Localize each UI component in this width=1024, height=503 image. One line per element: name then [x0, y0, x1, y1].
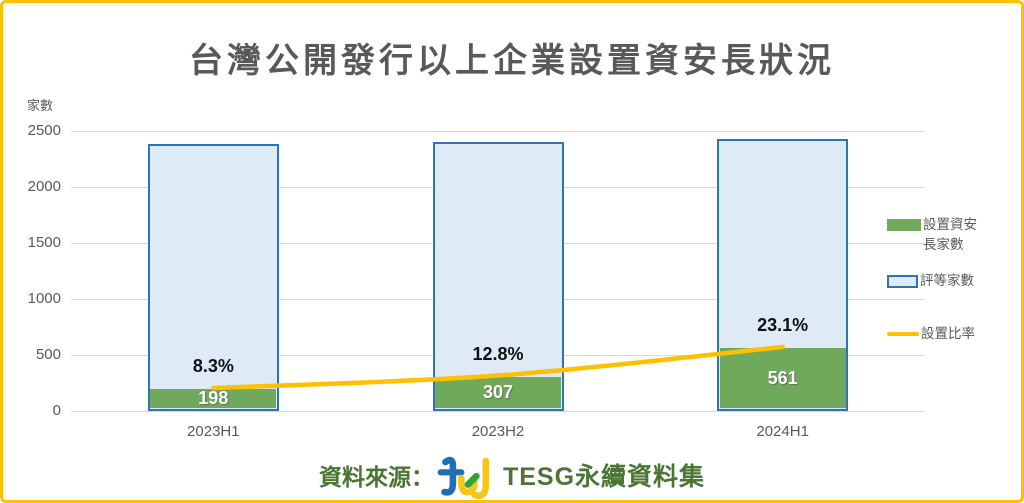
y-axis-tick-label: 2000	[27, 178, 61, 195]
y-axis-tick-label: 1000	[27, 290, 61, 307]
ratio-value-label: 8.3%	[192, 355, 234, 376]
ratio-value-label: 23.1%	[757, 315, 809, 336]
legend-label: 評等家數	[920, 273, 974, 288]
source-prefix: 資料來源：	[318, 464, 434, 490]
y-axis-tick-label: 1500	[27, 234, 61, 251]
chart-title: 台灣公開發行以上企業設置資安長狀況	[189, 42, 835, 80]
bar-value-label: 198	[198, 388, 229, 409]
legend-item-ciso-count: 設置資安長家數	[887, 215, 981, 256]
y-axis-tick-label: 2500	[27, 122, 61, 139]
y-axis-unit-label: 家數	[27, 98, 54, 113]
x-axis-tick-label: 2023H2	[471, 423, 525, 440]
legend-item-rated-count: 評等家數	[887, 271, 974, 291]
legend-label: 設置資安長家數	[923, 217, 977, 253]
bar-ciso-companies: 307	[435, 376, 561, 409]
y-axis-tick-label: 500	[35, 346, 61, 363]
bar-ciso-companies: 561	[719, 348, 846, 409]
legend-item-ratio: 設置比率	[887, 324, 975, 344]
legend: 設置資安長家數 評等家數 設置比率	[887, 3, 1021, 500]
ratio-value-label: 12.8%	[472, 343, 524, 364]
x-axis-tick-label: 2024H1	[756, 423, 809, 440]
legend-label: 設置比率	[921, 326, 975, 341]
source-line: 資料來源： TESG永續資料集	[3, 449, 1021, 500]
gridline	[71, 411, 925, 412]
y-axis-tick-label: 0	[52, 402, 61, 419]
bar-value-label: 561	[767, 367, 798, 388]
blue-bar-swatch-icon	[887, 274, 918, 288]
green-bar-swatch-icon	[887, 219, 921, 231]
gridline	[71, 131, 925, 132]
tej-logo-icon	[437, 456, 490, 499]
bar-value-label: 307	[482, 382, 514, 403]
yellow-line-swatch-icon	[887, 331, 919, 337]
source-name: TESG永續資料集	[502, 463, 706, 491]
bar-rated-companies	[432, 142, 564, 411]
x-axis-tick-label: 2023H1	[187, 423, 240, 440]
bar-ciso-companies: 198	[150, 388, 277, 409]
